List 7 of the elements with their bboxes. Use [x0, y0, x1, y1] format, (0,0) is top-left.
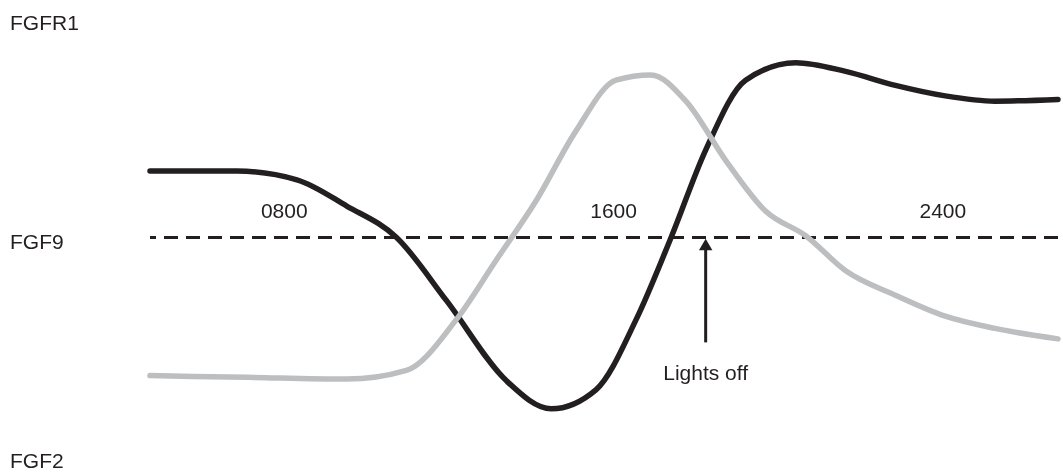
- x-tick-label: 0800: [260, 199, 308, 222]
- text: FGF9: [10, 230, 64, 253]
- x-tick-label: 1600: [590, 199, 637, 222]
- text: FGF2: [10, 449, 64, 472]
- text: FGFR1: [10, 11, 79, 34]
- x-tick-label: 2400: [919, 199, 967, 222]
- annotation: Lights off: [663, 360, 749, 384]
